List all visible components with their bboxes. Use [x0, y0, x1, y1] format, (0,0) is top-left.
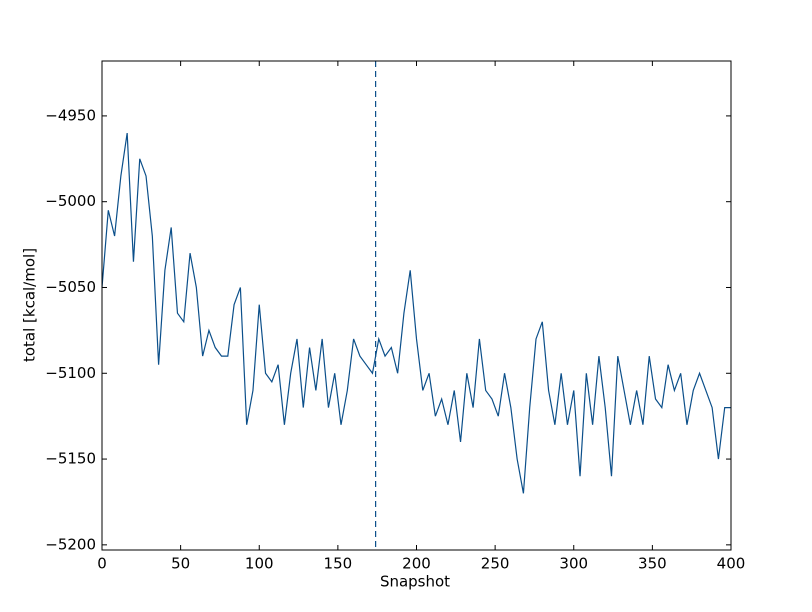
x-tick-label: 0: [97, 555, 107, 573]
x-tick-label: 50: [171, 555, 190, 573]
x-tick-label: 200: [402, 555, 431, 573]
x-tick-label: 250: [481, 555, 510, 573]
y-tick-label: −4950: [45, 106, 96, 124]
plot-frame: [101, 60, 732, 551]
y-tick-label: −5050: [45, 278, 96, 296]
x-tick-label: 400: [717, 555, 746, 573]
y-tick-label: −5150: [45, 450, 96, 468]
y-tick-label: −5200: [45, 535, 96, 553]
x-tick-label: 350: [638, 555, 667, 573]
y-tick-label: −5100: [45, 364, 96, 382]
x-tick-label: 100: [245, 555, 274, 573]
x-axis-label: Snapshot: [380, 573, 450, 591]
y-tick-label: −5000: [45, 192, 96, 210]
x-tick-label: 150: [324, 555, 353, 573]
y-axis-label: total [kcal/mol]: [21, 248, 39, 362]
x-tick-label: 300: [559, 555, 588, 573]
data-line: [101, 132, 731, 494]
